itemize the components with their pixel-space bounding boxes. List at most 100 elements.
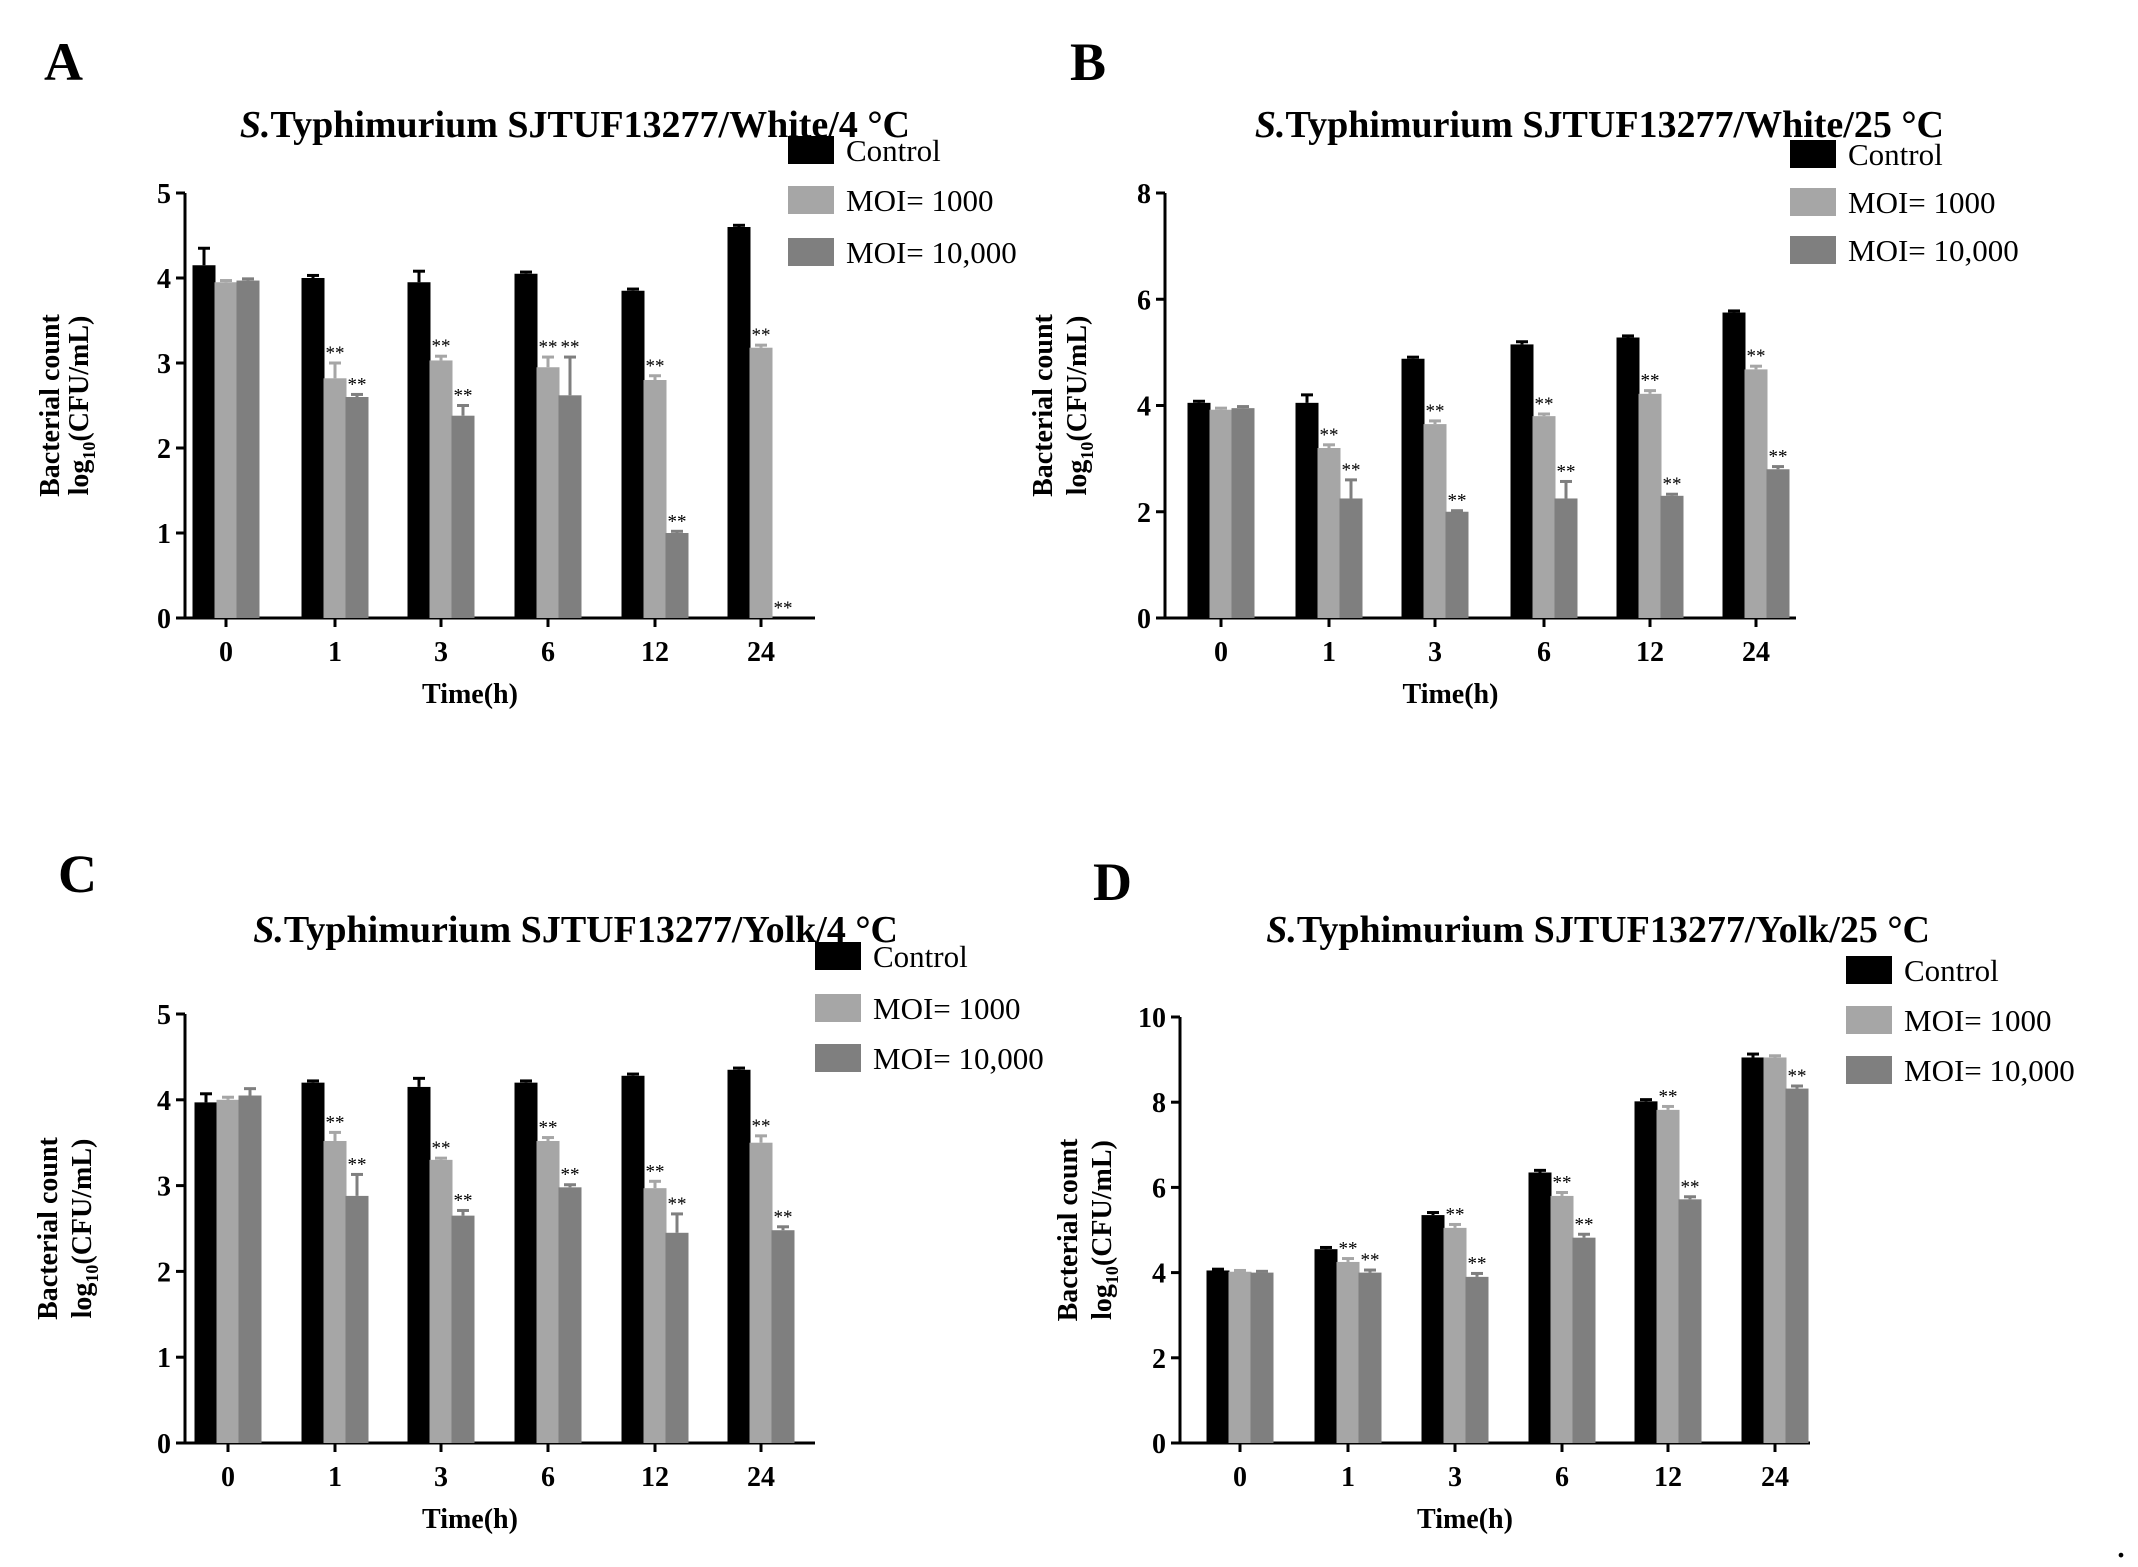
legend-label: MOI= 1000 — [1848, 185, 1996, 220]
chart-panel-b: BS.Typhimurium SJTUF13277/White/25 °C024… — [1028, 32, 2019, 710]
x-tick-label: 6 — [1555, 1462, 1569, 1493]
bar — [1616, 337, 1640, 618]
legend-label: MOI= 10,000 — [1904, 1053, 2075, 1088]
y-tick-label: 0 — [1152, 1429, 1166, 1460]
bar — [1421, 1215, 1445, 1443]
bar — [1231, 408, 1255, 618]
significance-mark: ** — [752, 325, 771, 346]
bar — [749, 1142, 773, 1443]
bar — [192, 265, 216, 618]
chart-panel-c: CS.Typhimurium SJTUF13277/Yolk/4 °C01234… — [33, 844, 1044, 1535]
bar — [1465, 1276, 1489, 1443]
bar — [1510, 344, 1534, 618]
bar — [665, 533, 689, 618]
bar — [407, 282, 431, 618]
bar — [323, 378, 347, 618]
significance-mark: ** — [326, 343, 345, 364]
significance-mark: ** — [1320, 425, 1339, 446]
chart-panel-d: DS.Typhimurium SJTUF13277/Yolk/25 °C0246… — [1053, 852, 2075, 1535]
bar — [1656, 1109, 1680, 1443]
bar — [345, 397, 369, 618]
significance-mark: ** — [1663, 474, 1682, 495]
legend-label: Control — [846, 133, 941, 168]
bar — [194, 1102, 218, 1443]
x-tick-label: 24 — [747, 1462, 775, 1493]
bar — [771, 1230, 795, 1443]
bar — [727, 227, 751, 618]
bar — [514, 1082, 538, 1443]
significance-mark: ** — [454, 386, 473, 407]
bar — [1744, 369, 1768, 618]
bar — [236, 280, 260, 618]
bar — [1423, 424, 1447, 618]
significance-mark: ** — [1769, 447, 1788, 468]
legend-label: MOI= 1000 — [1904, 1003, 2052, 1038]
significance-mark: ** — [561, 1165, 580, 1186]
bar — [1528, 1172, 1552, 1443]
y-tick-label: 3 — [157, 1172, 171, 1203]
significance-mark: ** — [1659, 1086, 1678, 1107]
y-tick-label: 8 — [1152, 1088, 1166, 1119]
legend-swatch — [815, 942, 861, 970]
significance-mark: ** — [348, 1154, 367, 1175]
bar — [1228, 1271, 1252, 1443]
significance-mark: ** — [1747, 346, 1766, 367]
significance-mark: ** — [1575, 1214, 1594, 1235]
bar — [1250, 1272, 1274, 1443]
bar — [1660, 495, 1684, 618]
bar — [1209, 409, 1233, 618]
x-tick-label: 3 — [434, 637, 448, 668]
bar — [1336, 1261, 1360, 1443]
bar — [621, 290, 645, 618]
x-tick-label: 12 — [1636, 637, 1664, 668]
bar — [1741, 1057, 1765, 1443]
panel-letter: D — [1093, 852, 1132, 912]
trailing-mark: . — [2116, 1521, 2126, 1566]
bar — [1314, 1249, 1338, 1443]
y-axis-label-line1: Bacterial count — [35, 313, 66, 496]
significance-mark: ** — [1535, 394, 1554, 415]
chart-panel-a: AS.Typhimurium SJTUF13277/White/4 °C0123… — [35, 32, 1017, 710]
bar — [643, 1188, 667, 1443]
y-tick-label: 5 — [157, 179, 171, 210]
bar — [1317, 448, 1341, 618]
legend-swatch — [1846, 1006, 1892, 1034]
bar — [323, 1140, 347, 1443]
legend-swatch — [788, 186, 834, 214]
y-tick-label: 2 — [1152, 1344, 1166, 1375]
significance-mark: ** — [454, 1190, 473, 1211]
x-axis-label: Time(h) — [422, 1504, 518, 1535]
significance-mark: ** — [432, 1138, 451, 1159]
significance-mark: ** — [1788, 1066, 1807, 1087]
bar — [214, 282, 238, 618]
significance-mark: ** — [774, 598, 793, 619]
y-tick-label: 4 — [157, 1086, 171, 1117]
y-tick-label: 1 — [157, 519, 171, 550]
bar — [407, 1086, 431, 1443]
panel-letter: A — [44, 32, 83, 92]
legend-swatch — [1790, 188, 1836, 216]
x-tick-label: 3 — [434, 1462, 448, 1493]
legend-swatch — [788, 136, 834, 164]
bar — [429, 360, 453, 618]
significance-mark: ** — [646, 356, 665, 377]
legend-label: Control — [1904, 953, 1999, 988]
bar — [536, 367, 560, 618]
x-tick-label: 1 — [328, 637, 342, 668]
panel-letter: B — [1070, 32, 1106, 92]
significance-mark: ** — [668, 511, 687, 532]
legend-label: MOI= 1000 — [846, 183, 994, 218]
y-tick-label: 4 — [1137, 392, 1151, 423]
bar — [1638, 393, 1662, 618]
x-tick-label: 0 — [221, 1462, 235, 1493]
x-tick-label: 6 — [541, 637, 555, 668]
chart-title: S.Typhimurium SJTUF13277/Yolk/4 °C — [253, 909, 898, 951]
significance-mark: ** — [539, 337, 558, 358]
y-tick-label: 10 — [1138, 1003, 1166, 1034]
significance-mark: ** — [1339, 1239, 1358, 1260]
bar — [1339, 498, 1363, 618]
bar — [451, 415, 475, 618]
y-tick-label: 6 — [1137, 285, 1151, 316]
bar — [1550, 1195, 1574, 1443]
y-tick-label: 8 — [1137, 179, 1151, 210]
